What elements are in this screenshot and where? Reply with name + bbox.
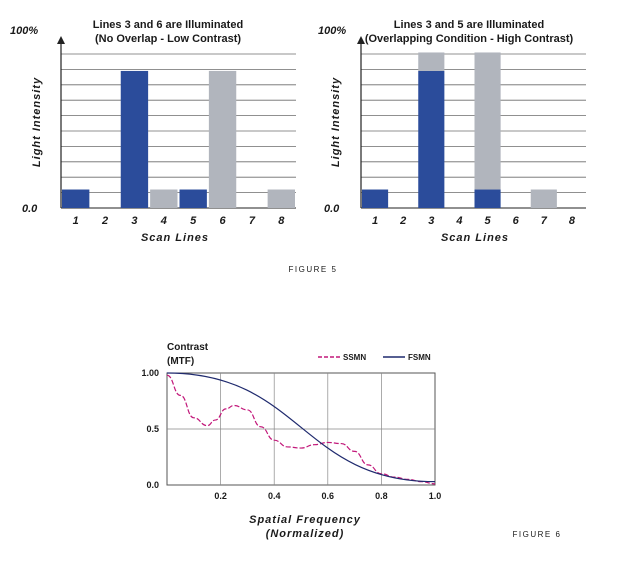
left-chart-xtick-label: 4 bbox=[160, 215, 167, 227]
figure6-ytick-label: 0.0 bbox=[146, 480, 159, 490]
right-chart-bar bbox=[474, 189, 501, 208]
right-chart-xtick-label: 1 bbox=[372, 215, 378, 227]
figure6-xtick-label: 0.6 bbox=[322, 491, 335, 501]
figure6-legend-label: FSMN bbox=[408, 353, 431, 362]
left-chart-xlabel: Scan Lines bbox=[141, 232, 209, 244]
left-chart-y-axis-arrow bbox=[57, 36, 65, 44]
right-chart-ylabel: Light Intensity bbox=[330, 77, 342, 167]
figure6-subtitle: (MTF) bbox=[167, 356, 194, 367]
right-chart-xtick-label: 8 bbox=[569, 215, 576, 227]
right-chart-xlabel: Scan Lines bbox=[441, 232, 509, 244]
figure6-ytick-label: 0.5 bbox=[146, 424, 159, 434]
left-chart-xtick-label: 3 bbox=[131, 215, 137, 227]
left-chart-ytop-label: 100% bbox=[10, 25, 38, 37]
left-chart-xtick-label: 8 bbox=[278, 215, 285, 227]
left-chart-bar bbox=[267, 189, 295, 208]
left-chart-bar bbox=[62, 189, 90, 208]
left-chart-bar bbox=[150, 189, 178, 208]
right-chart-bar bbox=[474, 52, 501, 190]
right-chart-bar bbox=[418, 70, 445, 208]
figure6-xlabel: Spatial Frequency bbox=[249, 514, 361, 526]
left-chart-subtitle: (No Overlap - Low Contrast) bbox=[95, 33, 241, 45]
left-chart-bar bbox=[208, 70, 237, 208]
right-chart-xtick-label: 7 bbox=[541, 215, 548, 227]
figure6-series-fsmn bbox=[166, 372, 436, 483]
left-chart-bar bbox=[120, 70, 149, 208]
figure5-left-chart: Lines 3 and 6 are Illuminated (No Overla… bbox=[10, 19, 296, 244]
left-chart-ybottom-label: 0.0 bbox=[22, 203, 38, 215]
left-chart-xtick-label: 6 bbox=[220, 215, 227, 227]
left-chart-xtick-label: 5 bbox=[190, 215, 197, 227]
figure6-ytick-label: 1.00 bbox=[141, 368, 159, 378]
left-chart-bar bbox=[179, 189, 207, 208]
figure6-series-ssmn bbox=[166, 374, 436, 485]
right-chart-xtick-label: 5 bbox=[485, 215, 492, 227]
left-chart-title: Lines 3 and 6 are Illuminated bbox=[93, 19, 243, 31]
right-chart-xtick-label: 2 bbox=[399, 215, 406, 227]
right-chart-xtick-label: 4 bbox=[455, 215, 462, 227]
right-chart-xtick-label: 6 bbox=[513, 215, 520, 227]
right-chart-bar bbox=[530, 189, 557, 208]
figure6-chart: Contrast (MTF) Spatial Frequency (Normal… bbox=[141, 342, 441, 540]
figure6-xtick-label: 0.8 bbox=[375, 491, 388, 501]
right-chart-bar bbox=[362, 189, 389, 208]
left-chart-xtick-label: 1 bbox=[73, 215, 79, 227]
right-chart-ytop-label: 100% bbox=[318, 25, 346, 37]
left-chart-ylabel: Light Intensity bbox=[31, 77, 43, 167]
figure6-xtick-label: 1.0 bbox=[429, 491, 442, 501]
figure6-legend-label: SSMN bbox=[343, 353, 366, 362]
figure6-caption: FIGURE 6 bbox=[513, 530, 562, 539]
right-chart-subtitle: (Overlapping Condition - High Contrast) bbox=[365, 33, 574, 45]
figure6-xtick-label: 0.4 bbox=[268, 491, 281, 501]
figure5-caption: FIGURE 5 bbox=[289, 265, 338, 274]
figure6-xtick-label: 0.2 bbox=[214, 491, 227, 501]
right-chart-xtick-label: 3 bbox=[428, 215, 434, 227]
figure5-right-chart: Lines 3 and 5 are Illuminated (Overlappi… bbox=[318, 19, 586, 244]
right-chart-y-axis-arrow bbox=[357, 36, 365, 44]
right-chart-bar bbox=[418, 52, 445, 71]
figure6-title: Contrast bbox=[167, 342, 209, 353]
right-chart-ybottom-label: 0.0 bbox=[324, 203, 340, 215]
left-chart-xtick-label: 2 bbox=[101, 215, 108, 227]
right-chart-title: Lines 3 and 5 are Illuminated bbox=[394, 19, 544, 31]
figure6-xlabel-normalized: (Normalized) bbox=[266, 528, 345, 540]
left-chart-xtick-label: 7 bbox=[249, 215, 256, 227]
